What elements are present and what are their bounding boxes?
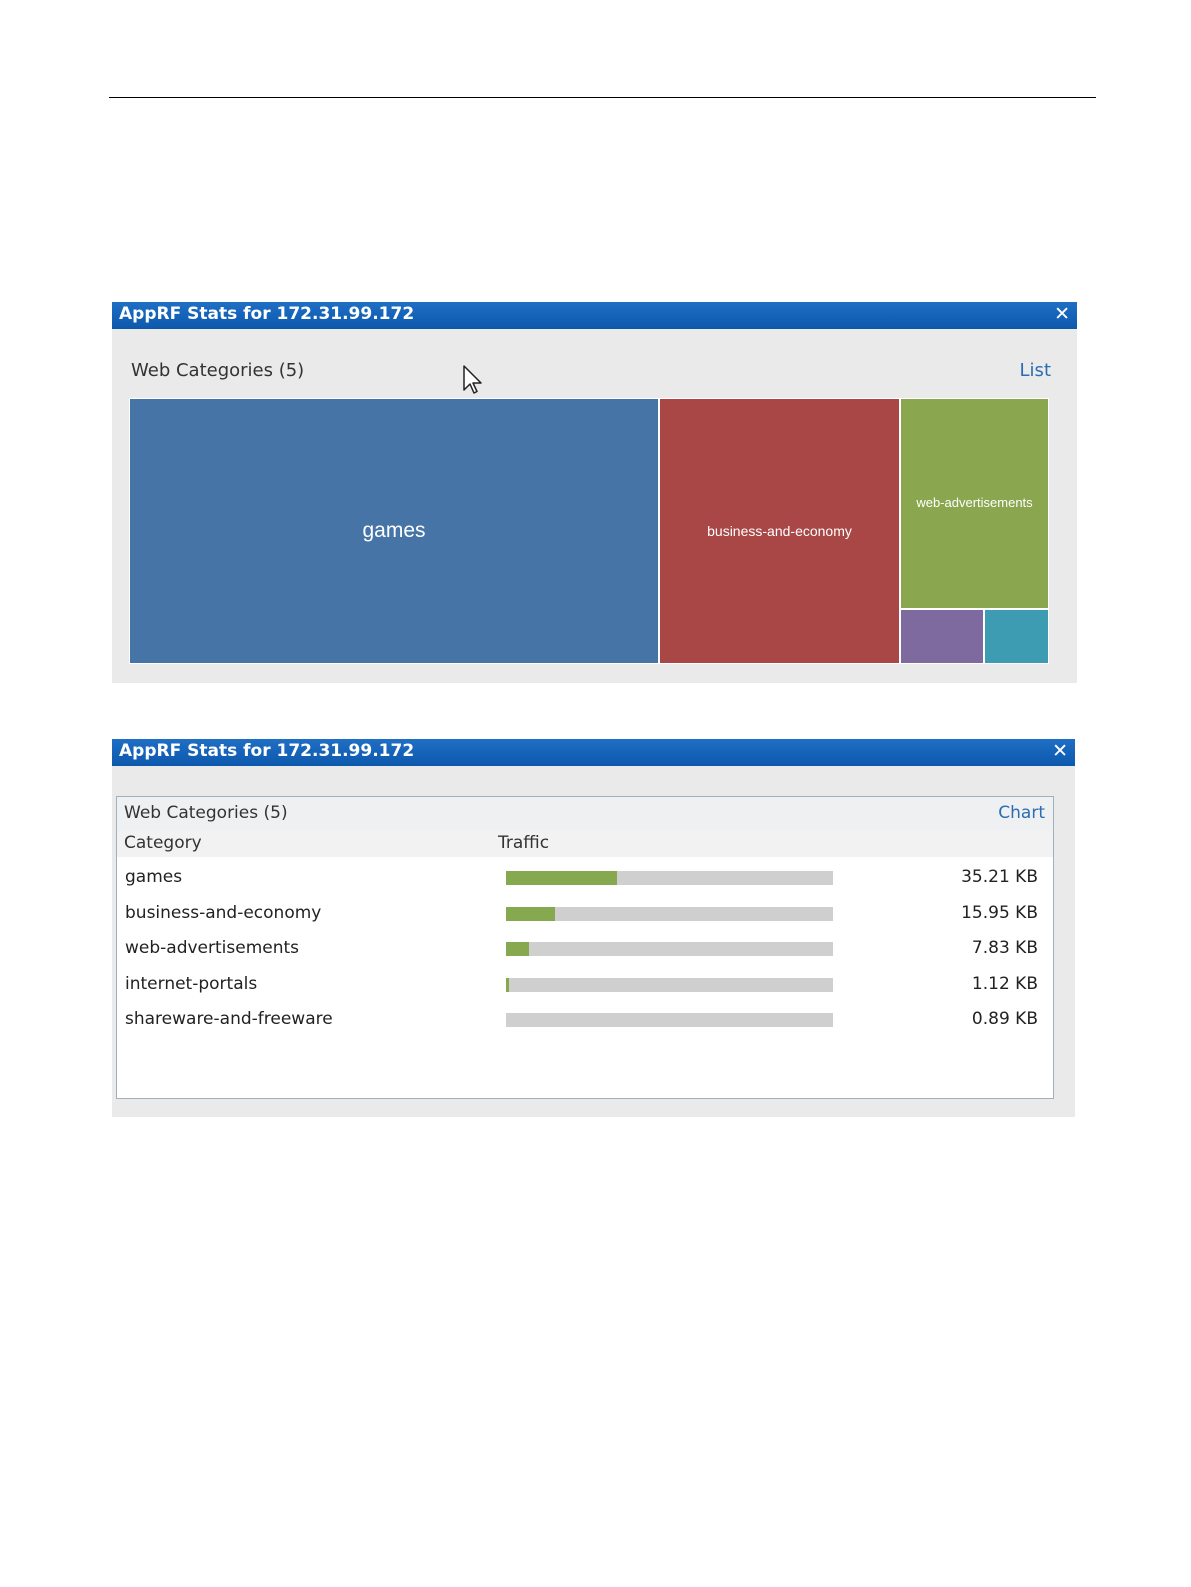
treemap-cell-shareware-and-freeware[interactable]: [984, 609, 1049, 664]
traffic-value: 15.95 KB: [961, 902, 1038, 923]
traffic-bar-fill: [506, 906, 556, 921]
traffic-bar: [506, 1013, 833, 1027]
window-title: AppRF Stats for 172.31.99.172: [119, 741, 415, 761]
category-name: business-and-economy: [125, 902, 322, 923]
window-title: AppRF Stats for 172.31.99.172: [119, 304, 415, 324]
close-icon[interactable]: ✕: [1052, 740, 1068, 762]
traffic-value: 7.83 KB: [971, 938, 1038, 958]
table-row[interactable]: shareware-and-freeware 0.89 KB: [117, 1003, 1053, 1039]
apprf-stats-chart-window: AppRF Stats for 172.31.99.172 ✕ Web Cate…: [112, 302, 1077, 683]
table-row[interactable]: web-advertisements 7.83 KB: [117, 932, 1053, 968]
table-row[interactable]: business-and-economy 15.95 KB: [117, 897, 1053, 933]
traffic-value: 1.12 KB: [971, 973, 1038, 994]
traffic-bar: [506, 942, 833, 956]
list-view-link[interactable]: List: [1019, 360, 1051, 381]
table-row[interactable]: games 35.21 KB: [117, 861, 1053, 897]
section-title: Web Categories (5): [124, 803, 288, 823]
window-titlebar[interactable]: AppRF Stats for 172.31.99.172 ✕: [112, 302, 1077, 329]
column-headers: Category Traffic: [117, 831, 1053, 857]
traffic-bar: [506, 871, 833, 885]
column-header-traffic[interactable]: Traffic: [498, 833, 550, 853]
traffic-value: 0.89 KB: [971, 1009, 1038, 1029]
page-header-rule: [109, 97, 1096, 98]
column-header-category[interactable]: Category: [124, 833, 202, 853]
traffic-bar-fill: [506, 942, 529, 956]
web-categories-treemap: games business-and-economy web-advertise…: [129, 398, 1049, 664]
mouse-pointer-icon: [463, 365, 482, 394]
close-icon[interactable]: ✕: [1054, 303, 1070, 325]
chart-view-link[interactable]: Chart: [998, 803, 1045, 823]
table-row[interactable]: internet-portals 1.12 KB: [117, 968, 1053, 1004]
treemap-cell-web-advertisements[interactable]: web-advertisements: [900, 398, 1049, 609]
traffic-bar-fill: [506, 977, 510, 992]
category-name: games: [125, 867, 183, 887]
category-name: web-advertisements: [125, 938, 300, 958]
section-title: Web Categories (5): [131, 360, 305, 381]
traffic-value: 35.21 KB: [961, 867, 1038, 887]
treemap-cell-label: web-advertisements: [916, 495, 1033, 510]
apprf-stats-list-window: AppRF Stats for 172.31.99.172 ✕ Web Cate…: [112, 739, 1075, 1117]
window-titlebar[interactable]: AppRF Stats for 172.31.99.172 ✕: [112, 739, 1075, 766]
traffic-bar: [506, 906, 833, 921]
treemap-cell-label: business-and-economy: [707, 523, 852, 539]
treemap-cell-games[interactable]: games: [129, 398, 659, 664]
list-header: Web Categories (5) Chart: [117, 797, 1053, 831]
category-name: shareware-and-freeware: [125, 1009, 333, 1029]
web-categories-list: Web Categories (5) Chart Category Traffi…: [116, 796, 1054, 1099]
traffic-bar: [506, 977, 833, 992]
category-name: internet-portals: [125, 973, 258, 994]
traffic-bar-fill: [506, 871, 618, 885]
treemap-cell-internet-portals[interactable]: [900, 609, 984, 664]
treemap-cell-business-and-economy[interactable]: business-and-economy: [659, 398, 900, 664]
treemap-cell-label: games: [362, 519, 426, 542]
